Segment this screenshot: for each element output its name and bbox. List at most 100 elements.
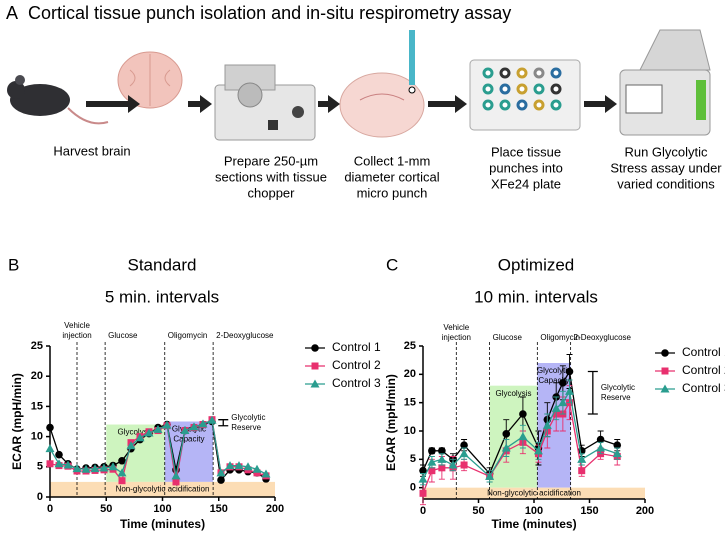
legend-marker [661,367,669,375]
marker-triangle [234,461,244,470]
shaded-region [489,385,538,488]
panel-label: C [386,255,398,274]
x-axis-label: Time (minutes) [491,517,576,531]
event-label: Glucose [493,333,523,342]
marker-circle [438,447,446,455]
legend-marker [310,379,320,388]
step-caption: Prepare 250-µm [224,153,318,168]
y-tick-label: 5 [37,461,43,473]
marker-triangle [565,386,575,395]
marker-triangle [596,443,606,452]
shaded-region [423,487,645,499]
marker-triangle [612,449,622,458]
event-label: Vehicle [64,321,90,330]
marker-triangle [577,454,587,463]
x-tick-label: 100 [525,505,543,517]
chart-subtitle: 5 min. intervals [105,287,219,306]
marker-triangle [216,468,226,477]
legend-marker [311,362,319,370]
marker-triangle [189,422,199,431]
chart-title: Standard [128,255,197,274]
step-caption: Harvest brain [53,143,130,158]
y-tick-label: 25 [404,340,416,352]
marker-circle [519,410,527,418]
workflow-illustration [7,29,711,141]
event-label: Oligomycin [168,331,208,340]
step-caption: Run Glycolytic [624,144,708,159]
marker-triangle [252,464,262,473]
event-label: 2-Deoxyglucose [216,331,274,340]
x-tick-label: 200 [266,503,284,515]
reserve-bracket [587,370,598,415]
marker-square [460,461,468,469]
marker-circle [565,367,574,376]
marker-triangle [135,433,145,442]
shaded-region [50,481,275,497]
y-tick-label: 20 [404,368,416,380]
region-label: Glycolysis [117,428,153,437]
y-tick-label: 0 [37,491,43,503]
step-caption: Collect 1-mm [354,153,431,168]
region-label: Glycolysis [495,389,531,398]
panel-label: A [6,3,18,23]
marker-triangle [437,454,447,463]
marker-circle [217,476,225,484]
series-line [422,389,618,480]
y-tick-label: 15 [404,397,416,409]
marker-square [438,464,446,472]
marker-triangle [198,419,208,428]
reserve-label: Reserve [231,423,261,432]
marker-triangle [558,398,568,407]
marker-triangle [243,462,253,471]
marker-circle [428,447,436,455]
marker-square [46,460,54,468]
region-label: Glycolytic [537,366,571,375]
step-caption: XFe24 plate [491,176,561,191]
x-tick-label: 50 [472,505,484,517]
step-caption: Place tissue [491,144,561,159]
marker-triangle [162,420,172,429]
marker-triangle [518,432,528,441]
marker-triangle [171,471,181,480]
marker-triangle [225,461,235,470]
step-caption: punches into [489,160,563,175]
marker-triangle [459,449,469,458]
marker-square [172,478,180,486]
marker-circle [46,423,54,432]
marker-triangle [448,460,458,469]
x-tick-label: 150 [580,505,598,517]
x-tick-label: 150 [210,503,228,515]
y-tick-label: 10 [404,425,416,437]
legend-label: Control 2 [682,363,725,377]
marker-triangle [126,441,136,450]
reserve-label: Glycolytic [231,413,265,422]
marker-triangle [81,464,91,473]
y-axis-label: ECAR (mpH/min) [384,374,398,471]
marker-circle [419,466,427,475]
marker-triangle [180,426,190,435]
region-label: Capacity [538,376,569,385]
marker-triangle [108,462,118,471]
reserve-label: Reserve [601,393,631,402]
y-tick-label: 25 [31,340,43,352]
step-caption: varied conditions [617,176,715,191]
marker-circle [559,379,567,387]
y-axis-label: ECAR (mpH/min) [10,373,24,470]
event-label: injection [62,331,91,340]
marker-triangle [153,424,163,433]
step-caption: chopper [248,185,296,200]
marker-circle [502,430,511,438]
y-tick-label: 20 [31,370,43,382]
series-line [422,369,618,475]
region-label: Non-glycolytic acidification [116,485,210,494]
event-label: injection [442,333,471,342]
legend-label: Control 1 [682,345,725,359]
event-label: 2-Deoxyglucose [574,333,632,342]
marker-triangle [99,463,109,472]
workflow-arrows [86,95,617,113]
step-caption: sections with tissue [215,169,327,184]
marker-triangle [90,464,100,473]
marker-triangle [45,444,55,453]
y-tick-label: 10 [31,431,43,443]
step-caption: Stress assay under [610,160,722,175]
